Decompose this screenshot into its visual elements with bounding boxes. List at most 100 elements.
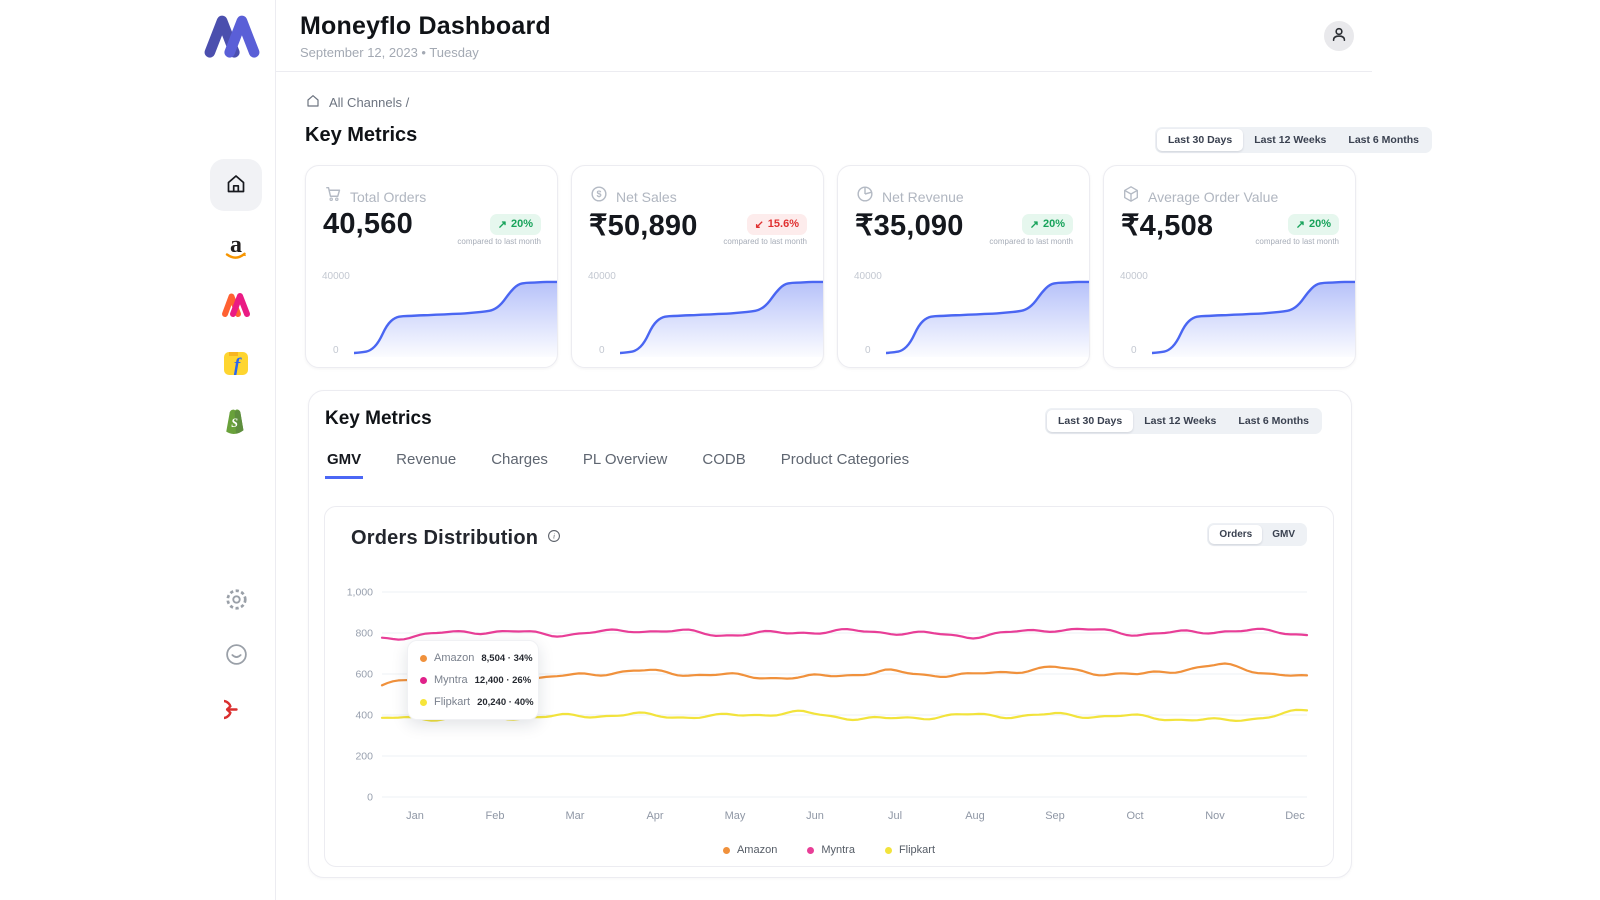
filter-last-6-months[interactable]: Last 6 Months xyxy=(1337,129,1430,151)
sparkline-chart: 40000 0 xyxy=(572,263,823,367)
trend-arrow-icon: ↙ xyxy=(754,219,764,231)
sparkline-chart: 40000 0 xyxy=(838,263,1089,367)
tab-revenue[interactable]: Revenue xyxy=(394,451,458,479)
metric-card-net-sales: $ Net Sales ₹50,890 ↙ 15.6% compared to l… xyxy=(571,165,824,368)
metric-label: Total Orders xyxy=(350,188,427,205)
myntra-dot-icon xyxy=(807,846,815,854)
tab-codb[interactable]: CODB xyxy=(700,451,747,479)
metric-label: Net Revenue xyxy=(882,188,964,205)
myntra-icon xyxy=(221,292,251,321)
compare-note: compared to last month xyxy=(1255,237,1339,246)
sidebar-item-settings[interactable] xyxy=(215,580,257,622)
tab-gmv[interactable]: GMV xyxy=(325,451,364,479)
svg-text:Mar: Mar xyxy=(566,810,585,822)
spark-min-label: 0 xyxy=(1131,345,1137,356)
dollar-circle-icon: $ xyxy=(590,185,608,208)
sidebar-item-support[interactable] xyxy=(215,635,257,677)
sparkline-svg xyxy=(1152,280,1355,357)
toggle-gmv[interactable]: GMV xyxy=(1262,525,1305,544)
change-value: 20% xyxy=(1308,218,1331,230)
sidebar-item-home[interactable] xyxy=(210,159,262,211)
amazon-icon: a xyxy=(221,232,251,265)
key-metrics-panel: Key Metrics Last 30 Days Last 12 Weeks L… xyxy=(308,390,1352,878)
sidebar-item-flipkart[interactable]: f xyxy=(215,343,257,385)
user-avatar[interactable] xyxy=(1324,20,1354,51)
sidebar-item-amazon[interactable]: a xyxy=(215,227,257,269)
change-badge: ↙ 15.6% xyxy=(746,214,807,235)
myntra-dot-icon xyxy=(420,676,427,684)
orders-distribution-card: Orders Distribution i Orders GMV 0 200 400… xyxy=(324,506,1334,867)
filter-last-12-weeks[interactable]: Last 12 Weeks xyxy=(1243,129,1337,151)
sidebar-channel-rail: a f S xyxy=(196,159,276,443)
package-icon xyxy=(1122,185,1140,208)
metrics-tabs: GMV Revenue Charges PL Overview CODB Pro… xyxy=(325,451,911,479)
change-badge: ↗ 20% xyxy=(1021,214,1073,235)
chart-title: Orders Distribution xyxy=(351,527,539,549)
svg-text:Jul: Jul xyxy=(888,810,902,822)
compare-note: compared to last month xyxy=(723,237,807,246)
breadcrumb[interactable]: All Channels / xyxy=(305,93,409,112)
metric-card-total-orders: Total Orders 40,560 ↗ 20% compared to las… xyxy=(305,165,558,368)
sidebar-footer-rail xyxy=(196,580,276,732)
sparkline-svg xyxy=(886,280,1089,357)
home-icon xyxy=(305,93,321,112)
sidebar-item-myntra[interactable] xyxy=(215,285,257,327)
spark-min-label: 0 xyxy=(865,345,871,356)
sidebar: a f S xyxy=(0,0,276,900)
toggle-orders[interactable]: Orders xyxy=(1209,525,1263,544)
svg-text:800: 800 xyxy=(355,628,373,640)
sparkline-chart: 40000 0 xyxy=(1104,263,1355,367)
metric-label: Average Order Value xyxy=(1148,188,1279,205)
sidebar-item-logout[interactable] xyxy=(212,690,257,732)
svg-text:Feb: Feb xyxy=(486,810,505,822)
legend-item-myntra[interactable]: Myntra xyxy=(807,844,855,856)
legend-item-amazon[interactable]: Amazon xyxy=(722,844,777,856)
tab-pl-overview[interactable]: PL Overview xyxy=(581,451,669,479)
legend-item-flipkart[interactable]: Flipkart xyxy=(884,844,935,856)
filter-last-30-days[interactable]: Last 30 Days xyxy=(1157,129,1244,151)
main-content: All Channels / Key Metrics Last 30 Days … xyxy=(276,72,1432,900)
metric-value: 40,560 xyxy=(323,208,413,240)
metric-label: Net Sales xyxy=(616,188,677,205)
spark-max-label: 40000 xyxy=(854,271,882,282)
svg-text:600: 600 xyxy=(355,669,373,681)
svg-text:1,000: 1,000 xyxy=(347,587,373,599)
home-icon xyxy=(224,172,248,199)
svg-text:Sep: Sep xyxy=(1045,810,1065,822)
spark-max-label: 40000 xyxy=(322,271,350,282)
tooltip-row: Myntra 12,400 · 26% xyxy=(420,674,531,686)
page-date: September 12, 2023 • Tuesday xyxy=(300,44,479,60)
tab-charges[interactable]: Charges xyxy=(489,451,550,479)
change-badge: ↗ 20% xyxy=(489,214,541,235)
tab-product-categories[interactable]: Product Categories xyxy=(779,451,911,479)
smiley-icon xyxy=(224,642,249,670)
shopify-icon: S xyxy=(223,407,249,438)
change-badge: ↗ 20% xyxy=(1287,214,1339,235)
filter-last-30-days[interactable]: Last 30 Days xyxy=(1047,410,1134,432)
trend-arrow-icon: ↗ xyxy=(1029,219,1039,231)
sidebar-item-shopify[interactable]: S xyxy=(215,401,257,443)
spark-max-label: 40000 xyxy=(588,271,616,282)
tooltip-row: Flipkart 20,240 · 40% xyxy=(420,696,534,708)
filter-last-6-months[interactable]: Last 6 Months xyxy=(1227,410,1320,432)
breadcrumb-label: All Channels / xyxy=(329,95,410,110)
svg-text:S: S xyxy=(231,416,238,430)
orders-gmv-toggle: Orders GMV xyxy=(1207,523,1307,546)
sparkline-svg xyxy=(354,280,557,357)
panel-heading: Key Metrics xyxy=(325,408,432,429)
svg-text:f: f xyxy=(234,355,242,376)
metric-card-net-revenue: Net Revenue ₹35,090 ↗ 20% compared to las… xyxy=(837,165,1090,368)
gear-icon xyxy=(224,587,249,615)
change-value: 20% xyxy=(510,218,533,230)
filter-last-12-weeks[interactable]: Last 12 Weeks xyxy=(1133,410,1227,432)
info-icon[interactable]: i xyxy=(547,529,561,548)
compare-note: compared to last month xyxy=(989,237,1073,246)
svg-text:a: a xyxy=(230,232,242,258)
spark-min-label: 0 xyxy=(333,345,339,356)
svg-text:Apr: Apr xyxy=(646,810,663,822)
svg-text:Jun: Jun xyxy=(806,810,824,822)
trend-arrow-icon: ↗ xyxy=(1295,219,1305,231)
metric-value: ₹35,090 xyxy=(855,210,964,242)
spark-min-label: 0 xyxy=(599,345,605,356)
